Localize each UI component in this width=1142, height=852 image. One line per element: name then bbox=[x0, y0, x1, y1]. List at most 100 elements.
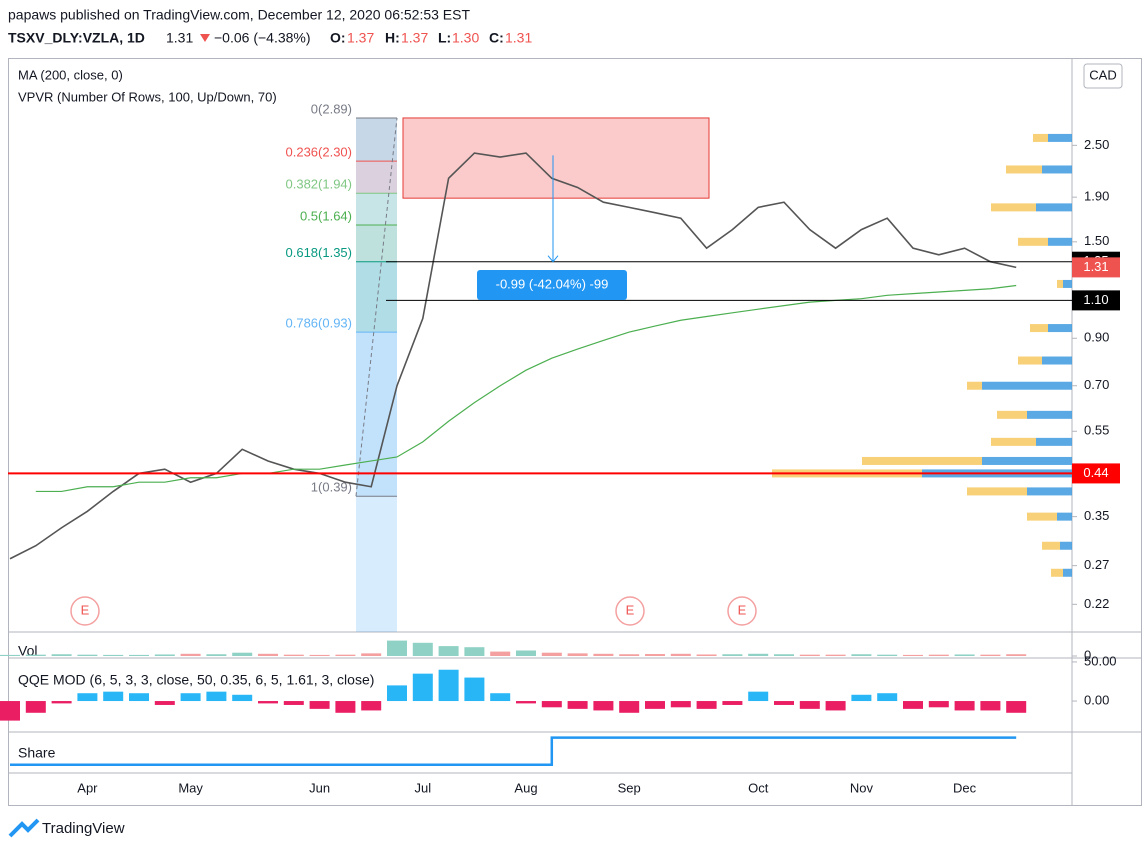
bar bbox=[129, 654, 149, 656]
earnings-label: E bbox=[738, 602, 747, 617]
bar bbox=[51, 701, 72, 704]
bar bbox=[541, 652, 562, 656]
bar bbox=[748, 691, 769, 702]
fib-band bbox=[356, 193, 397, 225]
vpvr-up bbox=[1042, 541, 1060, 550]
measure-head bbox=[547, 255, 559, 263]
bar bbox=[954, 701, 975, 711]
bar bbox=[258, 701, 278, 704]
bar bbox=[309, 701, 330, 709]
brand: TradingView bbox=[42, 820, 125, 837]
fib-band bbox=[356, 261, 397, 333]
bar bbox=[722, 701, 743, 705]
bar bbox=[696, 701, 717, 709]
bar bbox=[877, 693, 898, 702]
o-value: 1.37 bbox=[347, 30, 374, 46]
vpvr-down bbox=[1042, 356, 1072, 365]
y-tick-label: 0.35 bbox=[1084, 508, 1109, 523]
bar bbox=[0, 654, 20, 656]
y-tick-label: 0 bbox=[1084, 647, 1091, 662]
last-price: 1.31 bbox=[166, 30, 193, 46]
currency-box[interactable] bbox=[1083, 63, 1123, 89]
x-tick-label: Jul bbox=[414, 780, 431, 795]
bar bbox=[103, 654, 124, 656]
x-tick-label: Aug bbox=[514, 780, 537, 795]
qqe-title: QQE MOD (6, 5, 3, 3, close, 50, 0.35, 6,… bbox=[18, 672, 374, 688]
bar bbox=[335, 701, 356, 713]
l-value: 1.30 bbox=[452, 30, 479, 46]
vpvr-up bbox=[1018, 237, 1048, 246]
bar bbox=[593, 701, 614, 711]
bar bbox=[77, 693, 98, 702]
bar bbox=[799, 654, 820, 656]
fib-label: 0.5(1.64) bbox=[300, 208, 352, 223]
vpvr-up bbox=[967, 487, 1027, 496]
h-value: 1.37 bbox=[401, 30, 428, 46]
indicator-ma: MA (200, close, 0) bbox=[18, 67, 123, 82]
bar bbox=[206, 654, 227, 656]
x-tick-label: Apr bbox=[77, 780, 98, 795]
c-value: 1.31 bbox=[505, 30, 532, 46]
bar bbox=[1006, 654, 1027, 656]
bar bbox=[903, 701, 923, 709]
bar bbox=[799, 701, 820, 709]
share-title: Share bbox=[18, 745, 56, 761]
bar bbox=[335, 654, 356, 656]
bar bbox=[645, 654, 665, 656]
y-tick-label: 0.70 bbox=[1084, 377, 1109, 392]
change: −0.06 (−4.38%) bbox=[214, 30, 311, 46]
fib-band bbox=[356, 161, 397, 194]
vpvr-down bbox=[1048, 133, 1072, 142]
x-tick-label: Jun bbox=[309, 780, 330, 795]
y-tick-label: 50.00 bbox=[1084, 653, 1117, 668]
bar bbox=[541, 701, 562, 708]
ma-line bbox=[35, 284, 1017, 493]
earnings-label: E bbox=[81, 602, 90, 617]
bar bbox=[619, 654, 640, 656]
vpvr-down bbox=[1042, 165, 1072, 174]
publisher: papaws published on TradingView.com, Dec… bbox=[8, 7, 470, 23]
share-line bbox=[10, 736, 1017, 766]
bar bbox=[670, 653, 691, 656]
bar bbox=[928, 701, 949, 708]
bar bbox=[232, 652, 253, 656]
bar bbox=[851, 694, 872, 702]
price-label: 1.10 bbox=[1083, 292, 1108, 307]
vpvr-up bbox=[862, 456, 982, 465]
fib-band bbox=[356, 332, 397, 497]
bar bbox=[361, 701, 382, 711]
bar bbox=[774, 701, 794, 705]
bar bbox=[154, 701, 175, 705]
y-tick-label: 1.90 bbox=[1084, 189, 1109, 204]
y-tick-label: 0.55 bbox=[1084, 423, 1109, 438]
bar bbox=[103, 691, 124, 702]
vpvr-up bbox=[991, 203, 1036, 212]
vpvr-down bbox=[1027, 410, 1072, 419]
bar bbox=[645, 701, 665, 709]
fib-band bbox=[356, 117, 397, 162]
y-tick-label: 0.90 bbox=[1084, 330, 1109, 345]
y-tick-label: 1.50 bbox=[1084, 233, 1109, 248]
x-tick-label: Dec bbox=[953, 780, 977, 795]
vpvr-down bbox=[982, 381, 1072, 390]
vpvr-up bbox=[991, 437, 1036, 446]
price-line bbox=[9, 152, 1017, 560]
vpvr-down bbox=[1036, 203, 1072, 212]
bar bbox=[154, 654, 175, 656]
y-tick-label: 0.00 bbox=[1084, 692, 1109, 707]
earnings-marker bbox=[727, 596, 757, 626]
bar bbox=[412, 642, 433, 656]
y-tick-label: 0.22 bbox=[1084, 596, 1109, 611]
price-label-box bbox=[1072, 463, 1120, 484]
indicator-vpvr: VPVR (Number Of Rows, 100, Up/Down, 70) bbox=[18, 89, 277, 104]
earnings-marker bbox=[70, 596, 100, 626]
bar bbox=[0, 701, 20, 721]
vpvr-down bbox=[1027, 487, 1072, 496]
bar bbox=[825, 654, 846, 656]
vpvr-down bbox=[1048, 324, 1072, 333]
symbol: TSXV_DLY:VZLA, 1D bbox=[8, 30, 145, 46]
vpvr-down bbox=[1063, 568, 1072, 577]
price-label-box bbox=[1072, 257, 1120, 278]
fib-label: 1(0.39) bbox=[311, 480, 352, 495]
currency: CAD bbox=[1089, 67, 1116, 82]
